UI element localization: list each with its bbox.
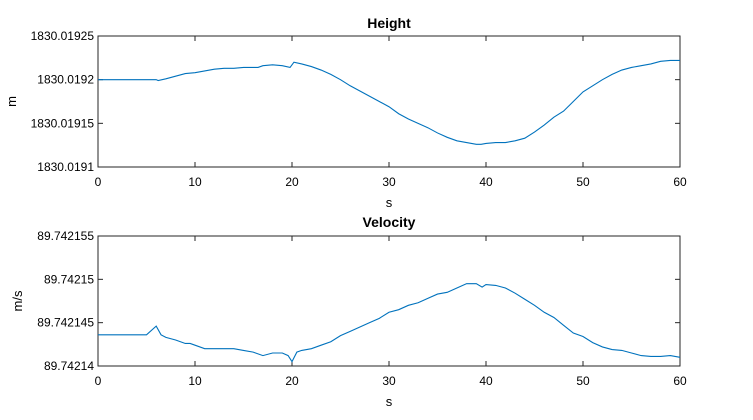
chart-2-x-tick-label: 60 [673, 374, 687, 388]
chart-2-x-tick-label: 0 [95, 374, 102, 388]
chart-2-x-tick-label: 20 [285, 374, 299, 388]
chart-1-y-tick-label: 1830.0192 [37, 73, 94, 87]
chart-2-plot-area [97, 235, 681, 367]
chart-1-x-tick-label: 30 [382, 175, 396, 189]
chart-1-x-axis-label: s [386, 195, 393, 210]
chart-1-title: Height [367, 15, 411, 31]
chart-2-y-tick-label: 89.742155 [37, 229, 94, 243]
chart-2-x-tick-label: 10 [188, 374, 202, 388]
chart-1-plot-area [97, 35, 681, 168]
chart-1-series-line [98, 59, 680, 145]
chart-1-y-tick-label: 1830.01915 [31, 116, 95, 130]
chart-2-y-axis-label: m/s [10, 290, 25, 311]
chart-1-x-tick-label: 10 [188, 175, 202, 189]
chart-2-series-line [98, 283, 681, 363]
chart-1-x-tick-label: 60 [673, 175, 687, 189]
chart-1-y-axis-label: m [4, 96, 19, 107]
chart-1-x-tick-label: 50 [576, 175, 590, 189]
chart-2-x-tick-label: 40 [479, 374, 493, 388]
chart-2-x-tick-label: 30 [382, 374, 396, 388]
chart-2-y-tick-label: 89.74214 [44, 359, 94, 373]
chart-1-y-tick-label: 1830.0191 [37, 160, 94, 174]
chart-2-x-tick-label: 50 [576, 374, 590, 388]
chart-1-x-tick-label: 20 [285, 175, 299, 189]
chart-2-title: Velocity [363, 214, 416, 230]
chart-1-x-tick-label: 0 [95, 175, 102, 189]
chart-2-y-tick-label: 89.74215 [44, 272, 94, 286]
chart-2-y-tick-label: 89.742145 [37, 316, 94, 330]
chart-1-x-tick-label: 40 [479, 175, 493, 189]
chart-1-y-tick-label: 1830.01925 [31, 29, 95, 43]
chart-2-x-axis-label: s [386, 394, 393, 409]
